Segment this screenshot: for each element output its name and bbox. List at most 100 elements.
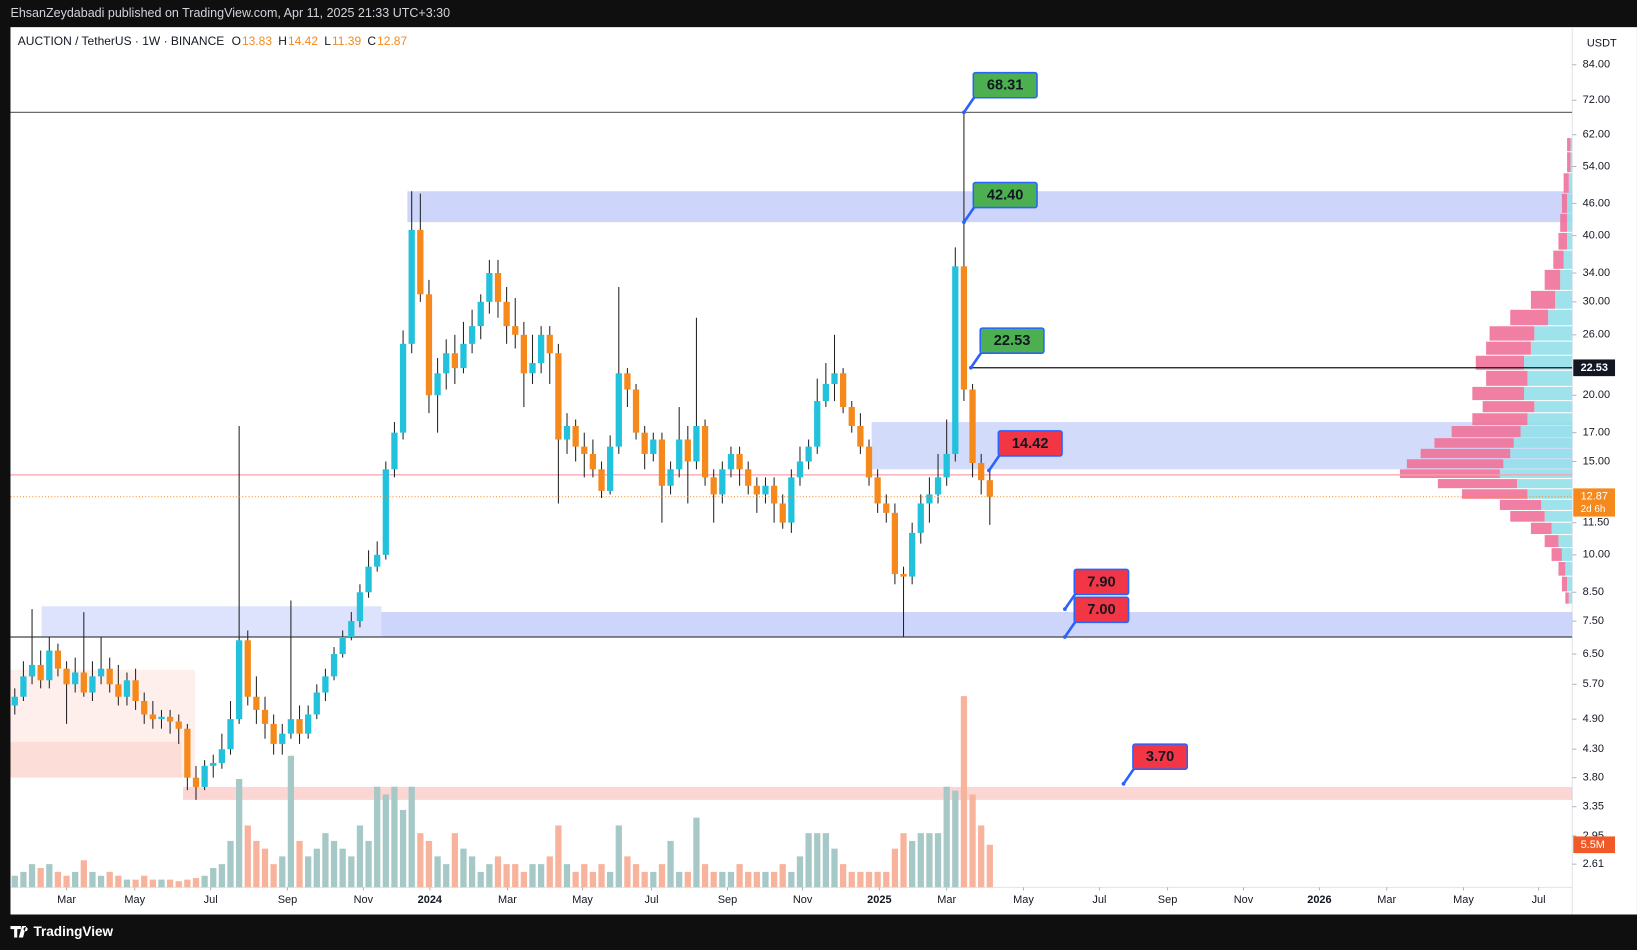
candle-body — [857, 425, 864, 447]
candle-body — [572, 425, 579, 447]
callout-anchor — [1121, 781, 1126, 786]
volume-bar — [607, 871, 614, 888]
profile-down — [1567, 138, 1571, 152]
volume-bar — [46, 864, 53, 888]
volume-bar — [399, 809, 407, 888]
callout-box — [1132, 743, 1189, 770]
candle-body — [503, 301, 510, 327]
profile-down — [1530, 522, 1552, 535]
volume-bar — [563, 864, 571, 888]
ohlc-value: 12.87 — [377, 34, 407, 48]
callout-pointer — [1063, 619, 1078, 638]
volume-bar — [365, 840, 372, 888]
candle-body — [468, 326, 476, 344]
candle-body — [917, 503, 924, 533]
candle-body — [650, 439, 657, 454]
volume-bar — [434, 856, 441, 888]
callout-box — [979, 327, 1045, 354]
candle-body — [745, 469, 752, 486]
x-tick-label: May — [124, 894, 145, 906]
profile-up — [1524, 355, 1573, 370]
volume-badge — [1573, 836, 1616, 854]
volume-bar — [158, 879, 165, 888]
volume-bar — [382, 794, 389, 888]
candle-body — [770, 485, 778, 504]
volume-bar — [529, 864, 536, 888]
y-tick-label: 10.00 — [1583, 549, 1610, 561]
x-tick-label: Mar — [498, 894, 517, 906]
candle-body — [192, 777, 200, 787]
candle-body — [486, 273, 493, 302]
volume-bar — [339, 848, 346, 888]
profile-up — [1524, 386, 1573, 401]
candle-body — [788, 477, 795, 523]
profile-up — [1513, 438, 1573, 448]
profile-up — [1560, 269, 1573, 290]
candle-body — [37, 664, 44, 681]
ohlc-value: 13.83 — [242, 34, 272, 48]
zone — [10, 741, 182, 778]
volume-bar — [986, 844, 993, 888]
candle-body — [253, 696, 260, 710]
volume-bar — [63, 875, 70, 888]
y-tick-label: 26.00 — [1583, 329, 1610, 341]
candle-body — [952, 266, 959, 454]
y-tick-label: 11.50 — [1583, 517, 1610, 529]
candle-body — [814, 401, 821, 447]
candle-body — [624, 373, 631, 390]
callout-anchor — [987, 468, 991, 473]
candle-body — [322, 676, 329, 693]
profile-up — [1555, 290, 1573, 309]
volume-bar — [667, 840, 674, 888]
profile-up — [1527, 370, 1573, 386]
candle-body — [270, 723, 277, 744]
ohlc-key: L — [324, 34, 331, 48]
x-tick-label: Sep — [718, 894, 738, 906]
volume-bar — [460, 848, 467, 888]
y-tick-label: 46.00 — [1583, 197, 1610, 209]
candle-body — [960, 266, 968, 390]
candle-body — [891, 512, 899, 575]
volume-bar — [210, 868, 217, 888]
x-tick-label: 2026 — [1307, 894, 1331, 906]
x-tick-label: 2025 — [867, 894, 891, 906]
y-tick-label: 54.00 — [1583, 160, 1610, 172]
brand-logo — [10, 925, 28, 938]
volume-bar — [839, 864, 847, 888]
volume-bar — [425, 840, 433, 888]
y-tick-label: 2.61 — [1583, 858, 1604, 870]
y-tick-label: 8.50 — [1583, 586, 1604, 598]
volume-bar — [520, 871, 528, 888]
volume-bar — [287, 755, 295, 888]
profile-up — [1567, 213, 1573, 232]
volume-bar — [736, 864, 743, 888]
volume-bar — [192, 878, 200, 888]
candle-body — [676, 439, 683, 470]
callout-label: 7.90 — [1087, 574, 1115, 590]
callout-label: 42.40 — [987, 187, 1024, 203]
callout-pointer — [969, 350, 984, 369]
profile-up — [1517, 479, 1573, 489]
callout-pointer — [987, 453, 1002, 472]
volume-bar — [641, 871, 648, 888]
candle-body — [434, 373, 441, 396]
profile-up — [1570, 138, 1573, 152]
candle-body — [555, 353, 562, 440]
candle-body — [839, 373, 847, 408]
volume-bar — [486, 864, 493, 888]
volume-bar — [952, 790, 959, 888]
profile-down — [1420, 448, 1511, 459]
volume-bar — [701, 864, 709, 888]
volume-bar — [546, 856, 553, 888]
candle-body — [753, 485, 760, 495]
y-tick-label: 3.80 — [1583, 772, 1604, 784]
candle-body — [149, 714, 156, 720]
volume-bar — [20, 871, 27, 888]
volume-bar — [632, 864, 640, 888]
candle-body — [348, 621, 355, 637]
volume-bar — [391, 786, 398, 888]
candle-body — [494, 273, 502, 302]
candle-body — [313, 692, 320, 715]
candle-body — [779, 503, 786, 523]
volume-bar — [106, 871, 113, 888]
